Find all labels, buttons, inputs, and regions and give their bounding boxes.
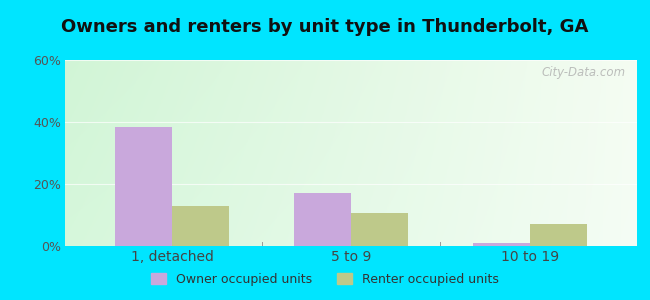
Bar	[473, 243, 530, 246]
Text: Owners and renters by unit type in Thunderbolt, GA: Owners and renters by unit type in Thund…	[61, 18, 589, 36]
Text: City-Data.com: City-Data.com	[541, 66, 625, 79]
Legend: Owner occupied units, Renter occupied units: Owner occupied units, Renter occupied un…	[146, 268, 504, 291]
Bar	[530, 224, 587, 246]
Bar	[115, 127, 172, 246]
Bar	[351, 214, 408, 246]
Bar	[294, 193, 351, 246]
Bar	[172, 206, 229, 246]
